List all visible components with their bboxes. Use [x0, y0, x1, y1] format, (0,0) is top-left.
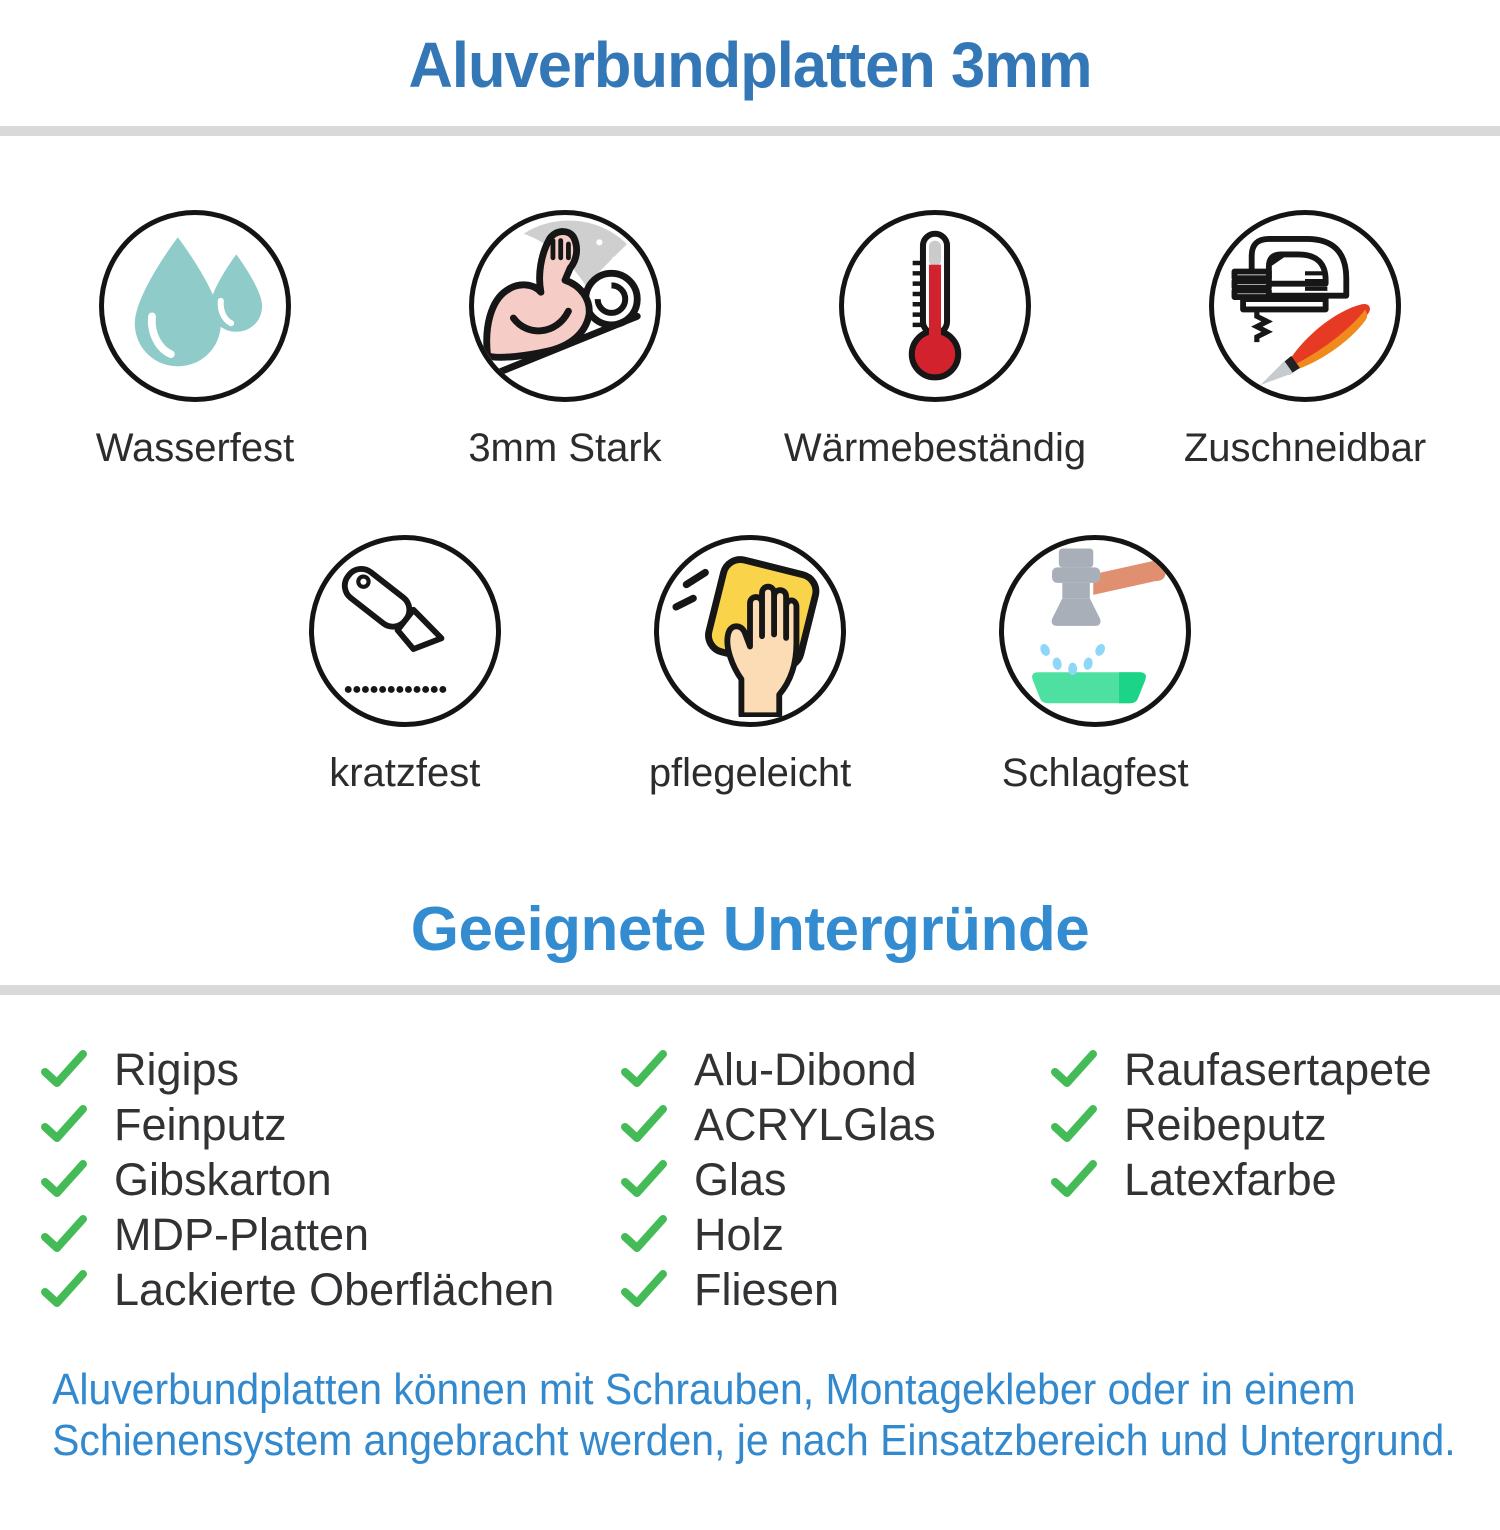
- feature-row-1: Wasserfest 3mm Stark: [0, 210, 1500, 471]
- substrate-item: Latexfarbe: [1050, 1153, 1490, 1208]
- check-icon: [40, 1159, 88, 1201]
- substrate-item: Rigips: [40, 1043, 620, 1098]
- substrate-item: Holz: [620, 1208, 1050, 1263]
- feature-label: Wasserfest: [95, 426, 295, 471]
- cutter-knife-icon: [341, 566, 447, 694]
- substrate-label: Gibskarton: [114, 1154, 332, 1206]
- feature-circle: [308, 535, 501, 728]
- feature-label: kratzfest: [329, 751, 481, 796]
- substrates-title: Geeignete Untergründe: [410, 895, 1090, 965]
- divider-bar: [0, 126, 1500, 137]
- hammer-icon: [1032, 548, 1166, 704]
- check-icon: [1050, 1049, 1098, 1091]
- feature-circle: [654, 535, 846, 728]
- substrate-column-3: Raufasertapete Reibeputz Latexfarbe: [1050, 1043, 1490, 1208]
- feature-circle: [99, 210, 291, 403]
- substrate-item: Alu-Dibond: [620, 1043, 1050, 1098]
- substrate-item: Feinputz: [40, 1098, 620, 1153]
- feature-circle: [839, 210, 1031, 403]
- footer-line: Schienensystem angebracht werden, je nac…: [52, 1416, 1456, 1466]
- check-icon: [40, 1269, 88, 1311]
- feature-label: Wärmebeständig: [783, 426, 1087, 471]
- check-icon: [1050, 1159, 1098, 1201]
- muscle-arm-icon: [483, 220, 641, 379]
- substrate-label: Feinputz: [114, 1099, 287, 1151]
- feature-waermebestaendig: Wärmebeständig: [750, 210, 1120, 471]
- feature-circle: [1209, 210, 1401, 403]
- substrate-label: Reibeputz: [1124, 1099, 1327, 1151]
- substrate-item: Gibskarton: [40, 1153, 620, 1208]
- check-icon: [40, 1049, 88, 1091]
- check-icon: [620, 1214, 668, 1256]
- substrate-label: Raufasertapete: [1124, 1044, 1432, 1096]
- feature-3mm-stark: 3mm Stark: [380, 210, 750, 471]
- footer-line: Aluverbundplatten können mit Schrauben, …: [52, 1364, 1356, 1414]
- substrate-column-2: Alu-Dibond ACRYLGlas Glas Holz Fliesen: [620, 1043, 1050, 1318]
- thermometer-icon: [908, 231, 962, 381]
- feature-label: pflegeleicht: [648, 751, 852, 796]
- substrate-label: Alu-Dibond: [694, 1044, 917, 1096]
- substrates-list: Rigips Feinputz Gibskarton MDP-Platten L…: [0, 1043, 1500, 1318]
- substrate-label: Holz: [694, 1209, 785, 1261]
- feature-label: Schlagfest: [1001, 751, 1189, 796]
- feature-row-2: kratzfest pflegeleicht: [0, 535, 1500, 796]
- feature-zuschneidbar: Zuschneidbar: [1120, 210, 1490, 471]
- check-icon: [1050, 1104, 1098, 1146]
- substrate-label: Latexfarbe: [1124, 1154, 1337, 1206]
- check-icon: [40, 1214, 88, 1256]
- check-icon: [620, 1269, 668, 1311]
- substrate-item: Raufasertapete: [1050, 1043, 1490, 1098]
- water-drops-icon: [134, 237, 263, 367]
- substrate-item: Lackierte Oberflächen: [40, 1263, 620, 1318]
- feature-wasserfest: Wasserfest: [10, 210, 380, 471]
- substrate-label: Rigips: [114, 1044, 240, 1096]
- feature-pflegeleicht: pflegeleicht: [649, 535, 851, 796]
- substrate-label: Glas: [694, 1154, 787, 1206]
- page-title: Aluverbundplatten 3mm: [408, 29, 1092, 101]
- substrate-label: Fliesen: [694, 1264, 840, 1316]
- cleaning-hand-icon: [672, 556, 820, 718]
- footer-note: Aluverbundplatten können mit Schrauben, …: [0, 1364, 1456, 1467]
- feature-label: Zuschneidbar: [1183, 426, 1427, 471]
- jigsaw-icon: [1231, 236, 1370, 386]
- substrate-item: Glas: [620, 1153, 1050, 1208]
- feature-kratzfest: kratzfest: [308, 535, 501, 796]
- feature-schlagfest: Schlagfest: [999, 535, 1192, 796]
- substrate-item: Fliesen: [620, 1263, 1050, 1318]
- check-icon: [620, 1104, 668, 1146]
- substrate-item: ACRYLGlas: [620, 1098, 1050, 1153]
- substrate-label: MDP-Platten: [114, 1209, 370, 1261]
- check-icon: [40, 1104, 88, 1146]
- divider-bar: [0, 984, 1500, 995]
- feature-circle: [999, 535, 1192, 728]
- substrate-label: ACRYLGlas: [694, 1099, 936, 1151]
- substrate-item: Reibeputz: [1050, 1098, 1490, 1153]
- substrate-column-1: Rigips Feinputz Gibskarton MDP-Platten L…: [40, 1043, 620, 1318]
- substrate-item: MDP-Platten: [40, 1208, 620, 1263]
- check-icon: [620, 1159, 668, 1201]
- feature-label: 3mm Stark: [468, 426, 662, 471]
- substrate-label: Lackierte Oberflächen: [114, 1264, 555, 1316]
- check-icon: [620, 1049, 668, 1091]
- infographic-page: Aluverbundplatten 3mm Wasserfest: [0, 30, 1500, 1530]
- feature-circle: [469, 210, 661, 403]
